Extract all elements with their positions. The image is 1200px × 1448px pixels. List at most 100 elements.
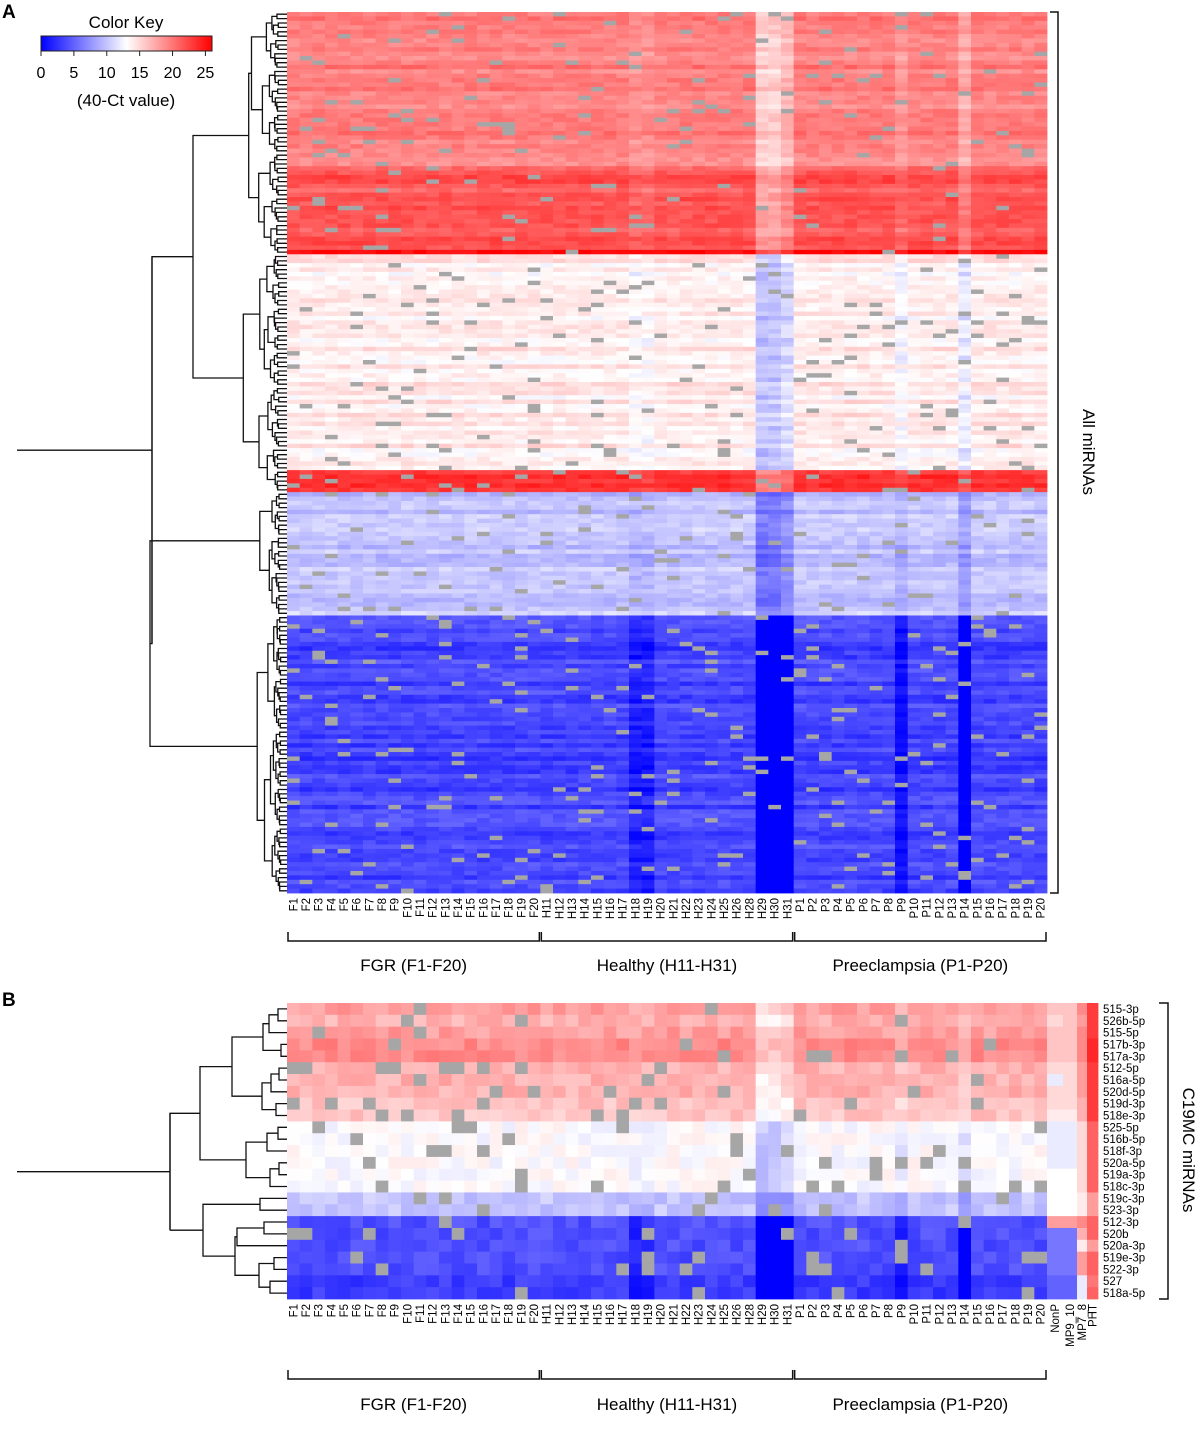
heatmap-cell: [325, 293, 339, 299]
heatmap-cell: [996, 16, 1010, 22]
heatmap-cell: [489, 245, 503, 251]
heatmap-cell: [401, 12, 415, 17]
heatmap-cell: [375, 82, 389, 88]
heatmap-cell: [806, 346, 820, 352]
heatmap-cell: [489, 34, 503, 39]
heatmap-cell: [667, 249, 681, 255]
heatmap-cell: [793, 188, 807, 194]
heatmap-cell: [502, 333, 516, 339]
heatmap-cell: [451, 280, 465, 286]
heatmap-cell: [553, 130, 567, 136]
heatmap-cell: [413, 148, 427, 154]
heatmap-cell: [755, 135, 769, 141]
heatmap-cell: [806, 179, 820, 185]
heatmap-cell: [464, 161, 478, 167]
heatmap-cell: [819, 267, 833, 273]
heatmap-cell: [895, 337, 909, 343]
heatmap-cell: [325, 38, 339, 44]
heatmap-cell: [869, 78, 883, 83]
heatmap-cell: [553, 360, 567, 365]
heatmap-cell: [730, 249, 744, 255]
heatmap-cell: [515, 152, 529, 158]
heatmap-cell: [464, 56, 478, 61]
heatmap-cell: [553, 197, 567, 202]
heatmap-cell: [477, 152, 491, 158]
heatmap-cell: [869, 201, 883, 207]
heatmap-cell: [920, 16, 934, 22]
heatmap-cell: [515, 346, 529, 352]
heatmap-cell: [401, 117, 415, 123]
heatmap-cell: [553, 179, 567, 185]
heatmap-cell: [641, 47, 655, 53]
heatmap-cell: [983, 29, 997, 35]
heatmap-cell: [679, 170, 693, 176]
heatmap-cell: [717, 223, 731, 229]
heatmap-cell: [312, 320, 326, 326]
heatmap-cell: [299, 342, 313, 348]
heatmap-cell: [806, 337, 820, 343]
heatmap-cell: [882, 126, 896, 132]
heatmap-cell: [730, 42, 744, 48]
heatmap-cell: [287, 73, 301, 79]
heatmap-cell: [667, 254, 681, 260]
heatmap-cell: [781, 42, 795, 48]
heatmap-cell: [439, 293, 453, 299]
heatmap-cell: [667, 342, 681, 348]
heatmap-cell: [1021, 38, 1035, 44]
heatmap-cell: [743, 104, 757, 110]
heatmap-cell: [743, 355, 757, 361]
heatmap-cell: [1034, 161, 1048, 167]
heatmap-cell: [831, 342, 845, 348]
dendrogram-branch: [279, 740, 287, 747]
heatmap-cell: [591, 12, 605, 17]
heatmap-cell: [717, 201, 731, 207]
heatmap-cell: [730, 263, 744, 268]
heatmap-cell: [1021, 95, 1035, 101]
heatmap-cell: [1009, 130, 1023, 136]
heatmap-cell: [337, 25, 351, 31]
heatmap-cell: [654, 82, 668, 88]
heatmap-cell: [743, 152, 757, 158]
heatmap-cell: [375, 205, 389, 211]
heatmap-cell: [1034, 170, 1048, 176]
heatmap-cell: [413, 289, 427, 295]
heatmap-cell: [337, 280, 351, 286]
heatmap-cell: [299, 289, 313, 295]
heatmap-cell: [958, 245, 972, 251]
heatmap-cell: [907, 276, 921, 282]
heatmap-cell: [971, 38, 985, 44]
heatmap-cell: [413, 329, 427, 334]
heatmap-cell: [983, 104, 997, 110]
heatmap-cell: [781, 232, 795, 238]
heatmap-cell: [755, 263, 769, 268]
heatmap-cell: [502, 197, 516, 202]
heatmap-cell: [540, 254, 554, 260]
heatmap-cell: [1034, 64, 1048, 70]
heatmap-cell: [869, 188, 883, 194]
heatmap-cell: [401, 166, 415, 171]
heatmap-cell: [958, 135, 972, 141]
heatmap-cell: [337, 205, 351, 211]
heatmap-cell: [857, 51, 871, 57]
heatmap-cell: [996, 12, 1010, 17]
heatmap-cell: [565, 192, 579, 198]
heatmap-cell: [616, 130, 630, 136]
heatmap-cell: [299, 25, 313, 31]
heatmap-cell: [654, 188, 668, 194]
heatmap-cell: [616, 342, 630, 348]
heatmap-cell: [287, 289, 301, 295]
heatmap-cell: [616, 307, 630, 312]
heatmap-cell: [1034, 333, 1048, 339]
heatmap-cell: [603, 161, 617, 167]
heatmap-cell: [603, 113, 617, 119]
heatmap-cell: [337, 82, 351, 88]
heatmap-cell: [920, 130, 934, 136]
heatmap-cell: [806, 148, 820, 154]
dendrogram-branch: [276, 145, 287, 152]
heatmap-cell: [996, 263, 1010, 268]
heatmap-cell: [857, 104, 871, 110]
heatmap-cell: [287, 342, 301, 348]
heatmap-cell: [502, 276, 516, 282]
heatmap-cell: [831, 311, 845, 317]
heatmap-cell: [819, 333, 833, 339]
